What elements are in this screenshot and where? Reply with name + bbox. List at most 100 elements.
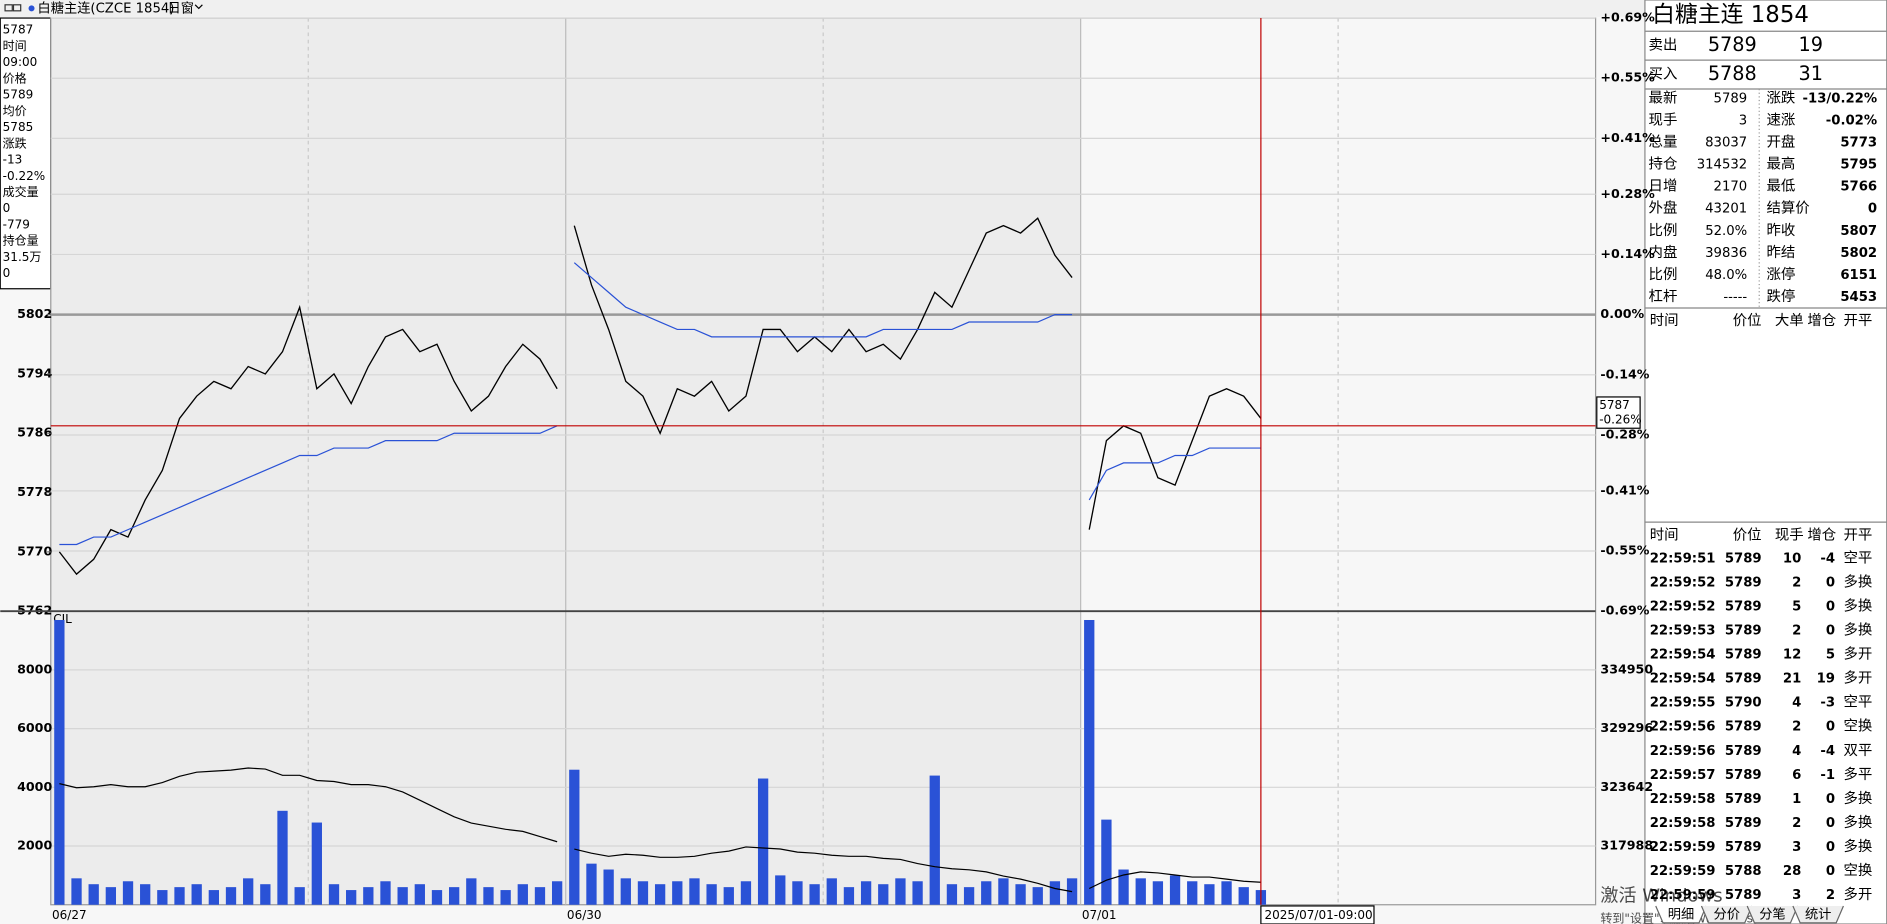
tab[interactable]: 统计: [1805, 906, 1831, 922]
window-menu[interactable]: 日窗: [167, 0, 193, 16]
volume-bar: [346, 890, 357, 905]
trade-time: 22:59:52: [1650, 599, 1716, 614]
trade-price: 5789: [1725, 768, 1762, 783]
quote-label: 比例: [1649, 222, 1678, 239]
volume-bar: [981, 881, 992, 905]
trade-kind: 多换: [1843, 838, 1872, 855]
y2-tick-label: +0.28%: [1600, 186, 1655, 201]
quote-label: 总量: [1649, 134, 1678, 151]
volume-bar: [895, 878, 906, 905]
volume-bar: [122, 881, 134, 905]
volume-bar: [448, 887, 460, 905]
volume-bar: [689, 878, 700, 905]
charts: 06/27 06/30 07/01-0.69%-0.55%-0.41%-0.28%-…: [0, 10, 1765, 924]
volume-bar: [740, 881, 752, 905]
volume-bar: [225, 887, 237, 905]
trade-hand: 2: [1792, 575, 1801, 590]
quote-label: 日增: [1649, 178, 1678, 195]
volume-bar: [912, 881, 923, 905]
tab[interactable]: 分价: [1714, 906, 1740, 922]
quote-value: 314532: [1697, 158, 1747, 173]
crosshair-box: [1596, 396, 1641, 429]
volume-bar: [1049, 881, 1061, 905]
volume-bar: [277, 810, 288, 905]
volume-bar: [1221, 881, 1232, 905]
y-tick-label: 4000: [17, 779, 52, 794]
trade-price: 5789: [1725, 623, 1762, 638]
tab-shape[interactable]: [1746, 905, 1799, 924]
trades-header: 现手: [1775, 526, 1804, 543]
icon[interactable]: [4, 4, 13, 12]
quote-label: 杠杆: [1649, 288, 1678, 305]
bigorder-header: 开平: [1843, 313, 1872, 329]
trade-time: 22:59:56: [1650, 720, 1716, 735]
trade-time: 22:59:58: [1650, 816, 1716, 831]
trade-kind: 多换: [1843, 814, 1872, 831]
volume-bar: [637, 881, 649, 905]
quote-label: 速涨: [1766, 112, 1795, 129]
trade-kind: 多换: [1843, 790, 1872, 807]
tab-shape[interactable]: [1655, 905, 1707, 924]
trade-price: 5790: [1725, 696, 1762, 711]
book-label: 买入: [1649, 66, 1678, 83]
quote-value: 3: [1739, 114, 1747, 129]
tab[interactable]: 明细: [1668, 906, 1694, 922]
trade-price: 5789: [1725, 792, 1762, 807]
chevron[interactable]: [194, 4, 203, 10]
volume-bar: [1238, 887, 1249, 905]
trade-oi: 0: [1826, 792, 1835, 807]
tooltip-text: 0: [3, 266, 11, 280]
quote-value: -13/0.22%: [1803, 92, 1878, 107]
trade-hand: 4: [1792, 696, 1801, 711]
book-price: 5789: [1708, 33, 1757, 56]
quote-value: 6151: [1840, 268, 1877, 283]
volume-bar: [208, 890, 219, 905]
y-tick-label: 5786: [17, 425, 52, 440]
trade-hand: 6: [1792, 768, 1801, 783]
tooltip-text: 均价: [3, 104, 27, 118]
volume-bar: [517, 884, 528, 905]
trade-oi: 0: [1826, 840, 1835, 855]
crosshair-time: 2025/07/01-09:00: [1264, 908, 1372, 922]
trade-time: 22:59:59: [1650, 864, 1716, 879]
trade-hand: 21: [1783, 672, 1801, 687]
trade-time: 22:59:53: [1650, 623, 1716, 638]
book-label: 卖出: [1649, 37, 1678, 54]
trade-time: 22:59:59: [1650, 888, 1716, 903]
volume-bar: [723, 887, 734, 905]
volume-bar: [1084, 619, 1095, 905]
volume-bar: [603, 869, 614, 905]
tab-shape[interactable]: [1700, 905, 1753, 924]
trade-hand: 4: [1792, 744, 1801, 759]
trade-hand: 1: [1792, 792, 1801, 807]
y2-tick-label: 334950: [1600, 661, 1653, 676]
y-tick-label: 5802: [17, 306, 52, 321]
trade-price: 5789: [1725, 816, 1762, 831]
toolbar: [0, 0, 1645, 17]
volume-bar: [1032, 887, 1043, 905]
volume-bar: [363, 887, 374, 905]
icon[interactable]: [12, 4, 22, 12]
volume-bar: [998, 878, 1009, 905]
trade-price: 5789: [1725, 599, 1762, 614]
series-line: [1088, 388, 1262, 530]
volume-bar: [431, 890, 443, 905]
trade-time: 22:59:55: [1650, 696, 1716, 711]
trade-oi: 0: [1826, 816, 1835, 831]
watermark: 激活 Windows: [1600, 885, 1722, 906]
y-tick-label: 5770: [17, 543, 52, 558]
tab-shape[interactable]: [1792, 905, 1844, 924]
tab[interactable]: 分笔: [1759, 906, 1785, 922]
volume-bar: [500, 890, 511, 905]
trade-kind: 空换: [1843, 862, 1872, 879]
y2-tick-label: 329296: [1600, 720, 1653, 735]
series-line: [574, 846, 1073, 893]
y-tick-label: 5778: [17, 484, 52, 499]
x-tick-label: 07/01: [1082, 908, 1117, 922]
volume-bar: [878, 884, 889, 905]
trade-oi: 0: [1826, 599, 1835, 614]
volume-bar: [157, 890, 168, 905]
volume-bar: [1118, 869, 1129, 905]
volume-bar: [294, 887, 305, 905]
